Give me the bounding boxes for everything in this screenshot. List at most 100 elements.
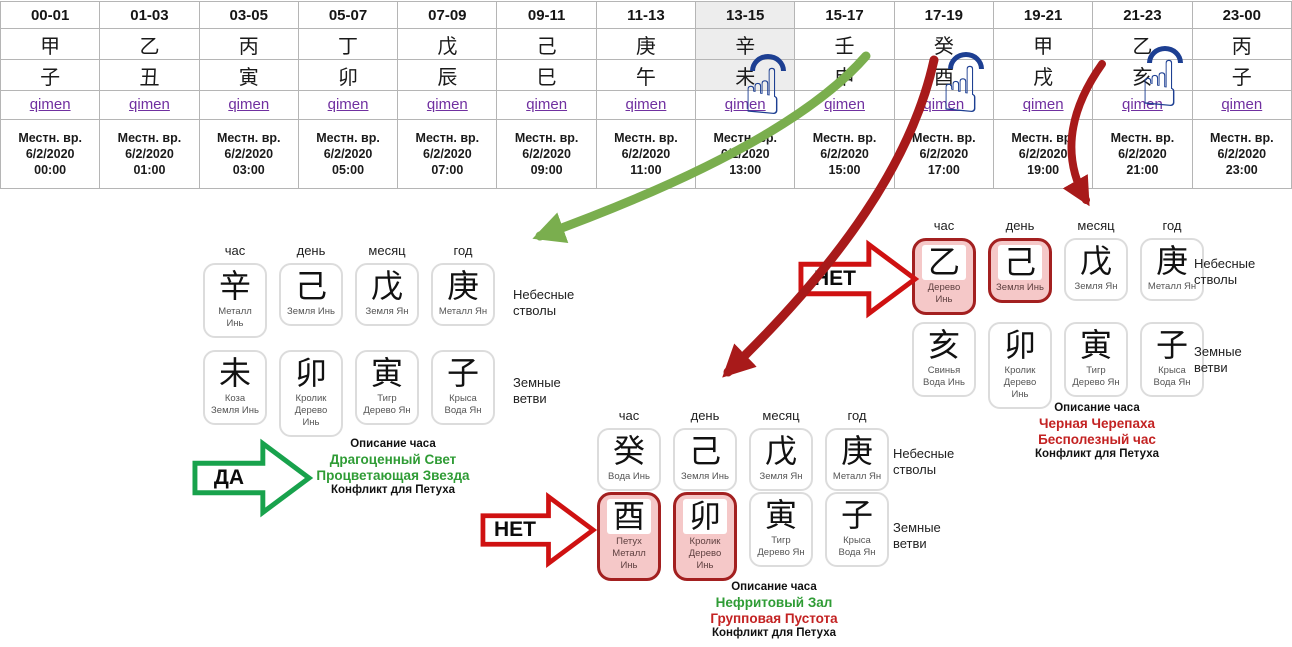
qimen-cell: qimen — [1191, 90, 1292, 120]
card-char: 癸 — [612, 432, 645, 470]
description-title: Описание часа — [350, 438, 436, 450]
pillar-column: год 庚 Металл Ян 子 Крыса Вода Ян — [1140, 218, 1204, 409]
local-time: 19:00 — [1027, 163, 1060, 177]
stem-cell[interactable]: 甲 — [0, 28, 101, 60]
time-range-cell: 07-09 — [397, 1, 498, 29]
description-title: Описание часа — [731, 581, 817, 593]
earthly-branches-label: Земные ветви — [1194, 344, 1242, 375]
time-range-cell: 17-19 — [893, 1, 994, 29]
stem-cell[interactable]: 癸 — [893, 28, 994, 60]
local-time-cell: Местн. вр. 6/2/2020 07:00 — [397, 119, 498, 189]
qimen-link[interactable]: qimen — [824, 96, 865, 113]
card-char: 戊 — [764, 432, 797, 470]
local-time: 09:00 — [530, 163, 563, 177]
stem-cell[interactable]: 丁 — [297, 28, 399, 60]
branch-cell[interactable]: 寅 — [198, 59, 299, 91]
branch-cell[interactable]: 卯 — [297, 59, 399, 91]
time-range-cell: 11-13 — [595, 1, 697, 29]
stem-cell[interactable]: 乙 — [1092, 28, 1193, 60]
description-footer: Конфликт для Петуха — [1035, 448, 1159, 460]
pillar-header: час — [224, 243, 246, 258]
local-time-cell: Местн. вр. 6/2/2020 09:00 — [496, 119, 597, 189]
branch-cell[interactable]: 子 — [1191, 59, 1292, 91]
local-time-label: Местн. вр. — [18, 131, 82, 145]
qimen-link[interactable]: qimen — [625, 96, 667, 113]
pillar-grid: час 癸 Вода Инь 酉 Петух Металл Инь день 己 Земля Ин… — [597, 408, 889, 582]
branch-cell[interactable]: 午 — [595, 59, 697, 91]
local-date: 6/2/2020 — [621, 147, 671, 161]
local-time-cell: Местн. вр. 6/2/2020 21:00 — [1092, 119, 1193, 189]
branch-cell[interactable]: 酉 — [893, 59, 994, 91]
pillar-grid: час 辛 Металл Инь 未 Коза Земля Инь день 己 Земля Ин… — [203, 243, 495, 438]
branch-cell[interactable]: 申 — [794, 59, 895, 91]
qimen-link[interactable]: qimen — [29, 96, 71, 113]
stem-cell[interactable]: 乙 — [99, 28, 200, 60]
pillar-header: день — [1005, 218, 1035, 233]
stem-cell[interactable]: 己 — [496, 28, 597, 60]
stem-cell[interactable]: 戊 — [397, 28, 498, 60]
local-time: 03:00 — [232, 163, 265, 177]
qimen-link[interactable]: qimen — [228, 96, 270, 113]
branch-cell[interactable]: 未 — [695, 59, 796, 91]
pillar-header: день — [296, 243, 326, 258]
card-char: 己 — [997, 244, 1042, 281]
pillar-header: день — [690, 408, 720, 423]
qimen-link[interactable]: qimen — [1121, 96, 1163, 113]
local-time-cell: Местн. вр. 6/2/2020 00:00 — [0, 119, 101, 189]
branch-card: 子 Крыса Вода Ян — [431, 350, 495, 426]
stem-cell[interactable]: 甲 — [992, 28, 1094, 60]
time-range-cell: 01-03 — [99, 1, 200, 29]
stem-card: 庚 Металл Ян — [1140, 238, 1204, 302]
local-time-cell: Местн. вр. 6/2/2020 19:00 — [992, 119, 1094, 189]
qimen-link[interactable]: qimen — [129, 96, 170, 113]
local-date: 6/2/2020 — [1018, 147, 1068, 161]
card-sub: Свинья Вода Инь — [923, 365, 965, 389]
local-time-label: Местн. вр. — [614, 131, 678, 145]
no-verdict-arrow-middle: НЕТ — [478, 492, 600, 568]
stem-cell[interactable]: 庚 — [595, 28, 697, 60]
time-range-cell: 13-15 — [695, 1, 796, 29]
stem-cell[interactable]: 壬 — [794, 28, 895, 60]
description-line: Нефритовый Зал — [715, 595, 833, 610]
card-sub: Тигр Дерево Ян — [757, 535, 805, 559]
pillar-column: месяц 戊 Земля Ян 寅 Тигр Дерево Ян — [749, 408, 813, 581]
card-sub: Вода Инь — [608, 471, 650, 483]
pillar-column: год 庚 Металл Ян 子 Крыса Вода Ян — [825, 408, 889, 581]
card-sub: Тигр Дерево Ян — [363, 393, 411, 417]
branch-cell[interactable]: 子 — [0, 59, 101, 91]
panel-hour-13-15: час 辛 Металл Инь 未 Коза Земля Инь день 己 Земля Ин… — [203, 243, 574, 496]
time-range-cell: 03-05 — [198, 1, 299, 29]
branch-cell[interactable]: 巳 — [496, 59, 597, 91]
branch-cell[interactable]: 丑 — [99, 59, 200, 91]
qimen-cell: qimen — [397, 90, 498, 120]
heavenly-stems-label: Небесные стволы — [513, 287, 575, 318]
branch-cell[interactable]: 辰 — [397, 59, 498, 91]
qimen-link[interactable]: qimen — [1022, 96, 1064, 113]
stem-card: 庚 Металл Ян — [825, 428, 889, 492]
qimen-cell: qimen — [893, 90, 994, 120]
qimen-link[interactable]: qimen — [724, 96, 766, 113]
local-time: 23:00 — [1225, 163, 1258, 177]
card-char: 卯 — [1003, 326, 1036, 364]
qimen-link[interactable]: qimen — [923, 96, 965, 113]
card-char: 乙 — [921, 244, 966, 281]
card-sub: Металл Инь — [218, 306, 252, 330]
qimen-link[interactable]: qimen — [327, 96, 369, 113]
qimen-cell: qimen — [595, 90, 697, 120]
branch-cell[interactable]: 亥 — [1092, 59, 1193, 91]
card-sub: Дерево Инь — [927, 282, 961, 306]
qimen-link[interactable]: qimen — [1221, 96, 1263, 113]
stem-cell[interactable]: 丙 — [198, 28, 299, 60]
local-time-label: Местн. вр. — [1011, 131, 1075, 145]
branch-cell[interactable]: 戌 — [992, 59, 1094, 91]
qimen-link[interactable]: qimen — [526, 96, 568, 113]
qimen-cell: qimen — [794, 90, 895, 120]
block-arrow-icon — [192, 438, 314, 518]
description-footer: Конфликт для Петуха — [712, 627, 836, 639]
stem-cell[interactable]: 辛 — [695, 28, 796, 60]
qimen-link[interactable]: qimen — [426, 96, 468, 113]
pillar-header: месяц — [1077, 218, 1115, 233]
local-time-label: Местн. вр. — [812, 131, 877, 145]
panel-hour-21-23: час 乙 Дерево Инь 亥 Свинья Вода Инь день 己 Земля И… — [912, 218, 1255, 460]
stem-cell[interactable]: 丙 — [1191, 28, 1292, 60]
